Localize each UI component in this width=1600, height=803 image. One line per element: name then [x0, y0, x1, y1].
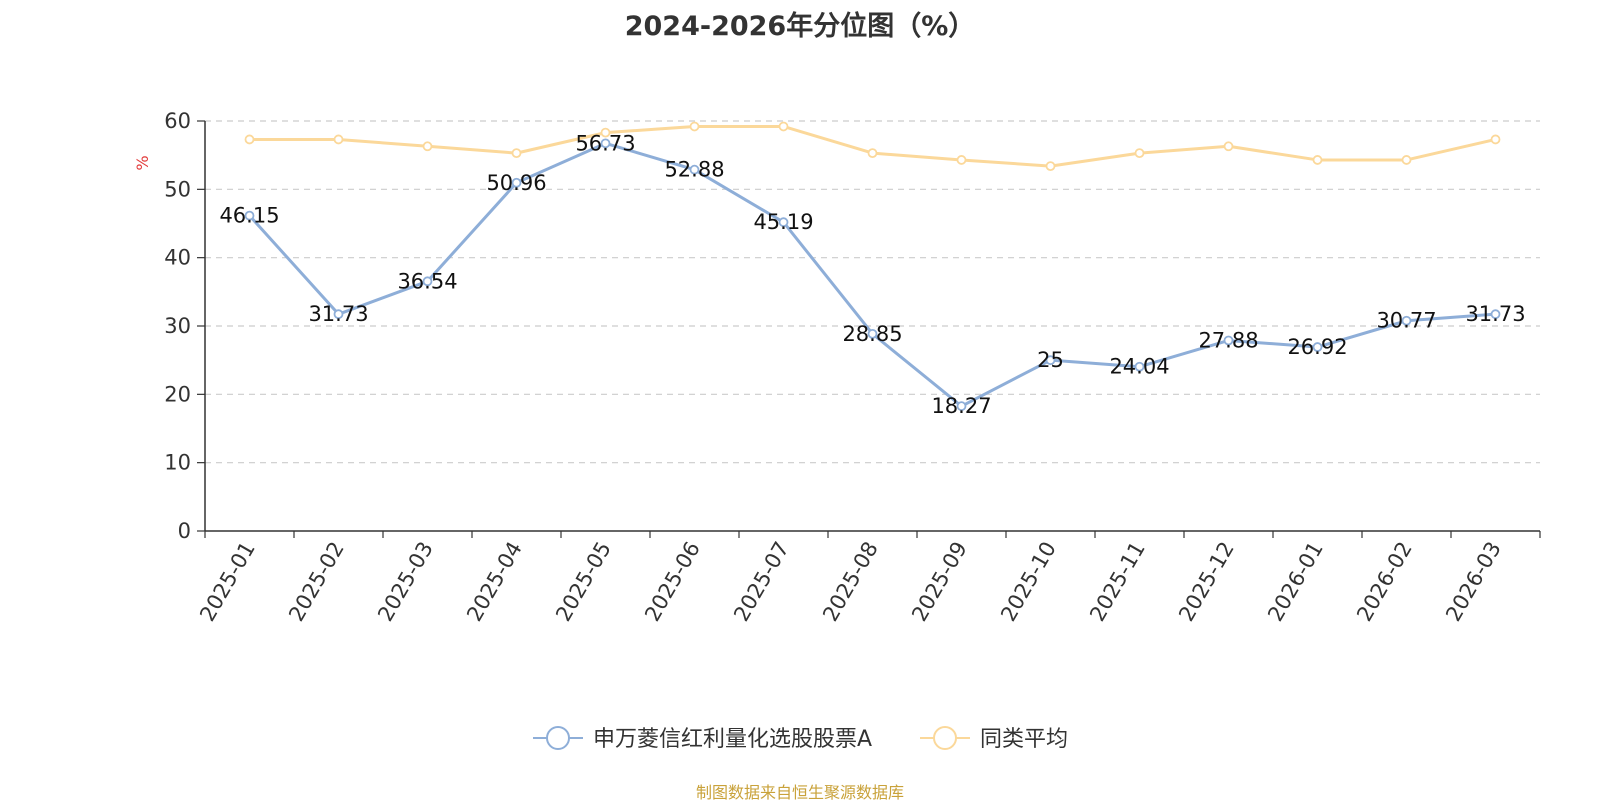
data-point — [1223, 335, 1234, 346]
data-point — [956, 401, 967, 412]
x-tick-label: 2025-02 — [284, 538, 349, 626]
x-tick-label: 2025-08 — [818, 538, 883, 626]
data-point — [1045, 161, 1056, 172]
y-tick-label: 60 — [164, 109, 191, 133]
x-tick-label: 2025-03 — [373, 538, 438, 626]
data-label: 36.54 — [397, 269, 457, 293]
data-point — [1401, 155, 1412, 165]
data-label: 45.19 — [753, 210, 813, 234]
data-label: 30.77 — [1376, 309, 1436, 333]
y-tick-label: 40 — [164, 246, 191, 270]
axes: 0 10 20 30 40 50 60% 2025-01 2025-02 2025-03 2025-… — [133, 109, 1541, 626]
x-tick-label: 2025-07 — [729, 538, 794, 626]
legend-label: 同类平均 — [980, 727, 1068, 752]
data-label: 50.96 — [486, 171, 546, 195]
x-tick-label: 2025-12 — [1174, 538, 1239, 626]
data-label: 24.04 — [1109, 355, 1169, 379]
data-point — [689, 121, 700, 132]
x-tick-label: 2026-01 — [1263, 538, 1328, 626]
y-tick-label: 10 — [164, 451, 191, 475]
data-point — [1312, 155, 1323, 165]
data-point — [1134, 361, 1145, 372]
data-point — [689, 164, 700, 175]
y-tick-label: 0 — [178, 519, 191, 543]
legend-item[interactable]: 申万菱信红利量化选股股票A — [533, 726, 872, 752]
x-tick-label: 2025-06 — [640, 538, 705, 626]
data-point — [1134, 148, 1145, 159]
data-label: 52.88 — [664, 158, 724, 182]
data-point — [511, 148, 522, 159]
data-point — [1490, 134, 1501, 145]
legend-marker — [546, 726, 570, 750]
data-point — [600, 127, 611, 138]
data-point — [244, 134, 255, 145]
data-point — [1401, 315, 1412, 326]
data-label: 31.73 — [308, 302, 368, 326]
series-line — [249, 124, 1496, 168]
data-point — [1312, 342, 1323, 352]
data-point — [778, 217, 789, 228]
data-point — [244, 210, 255, 221]
data-point — [1490, 309, 1501, 320]
data-labels: 46.15 31.73 36.54 50.96 56.73 52.88 45.19 28.85… — [219, 131, 1525, 418]
legend[interactable]: 申万菱信红利量化选股股票A 同类平均 — [533, 726, 1068, 752]
data-point — [956, 155, 967, 165]
data-source-note: 制图数据来自恒生聚源数据库 — [695, 783, 904, 802]
x-tick-label: 2025-01 — [195, 538, 260, 626]
data-point — [1045, 355, 1056, 366]
x-tick-label: 2025-05 — [551, 538, 616, 626]
x-tick-label: 2025-11 — [1085, 538, 1150, 626]
data-label: 46.15 — [219, 204, 279, 228]
x-tick-label: 2025-04 — [462, 538, 527, 626]
data-label: 25 — [1037, 348, 1064, 372]
y-tick-label: 30 — [164, 314, 191, 338]
x-tick-label: 2025-10 — [996, 538, 1061, 626]
data-point — [511, 177, 522, 188]
y-axis-label: % — [133, 155, 152, 170]
legend-item[interactable]: 同类平均 — [920, 726, 1068, 752]
x-tick-label: 2025-09 — [907, 538, 972, 626]
data-label: 27.88 — [1198, 328, 1258, 352]
data-point — [422, 141, 433, 152]
data-label: 28.85 — [842, 322, 902, 346]
series-lines — [244, 121, 1501, 412]
data-point — [867, 328, 878, 339]
data-point — [333, 309, 344, 320]
data-point — [867, 148, 878, 159]
data-point — [422, 276, 433, 287]
data-label: 18.27 — [931, 394, 991, 418]
y-tick-label: 50 — [164, 177, 191, 201]
legend-label: 申万菱信红利量化选股股票A — [593, 727, 872, 752]
grid-lines — [205, 120, 1540, 464]
data-point — [1223, 141, 1234, 152]
x-tick-label: 2026-02 — [1352, 538, 1417, 626]
data-label: 26.92 — [1287, 335, 1347, 359]
x-tick-label: 2026-03 — [1441, 538, 1506, 626]
legend-marker — [933, 726, 957, 750]
data-point — [600, 138, 611, 149]
y-tick-label: 20 — [164, 382, 191, 406]
data-label: 56.73 — [575, 131, 635, 155]
chart-title: 2024-2026年分位图（%） — [624, 11, 976, 42]
data-point — [333, 134, 344, 145]
data-point — [778, 121, 789, 132]
data-label: 31.73 — [1465, 302, 1525, 326]
